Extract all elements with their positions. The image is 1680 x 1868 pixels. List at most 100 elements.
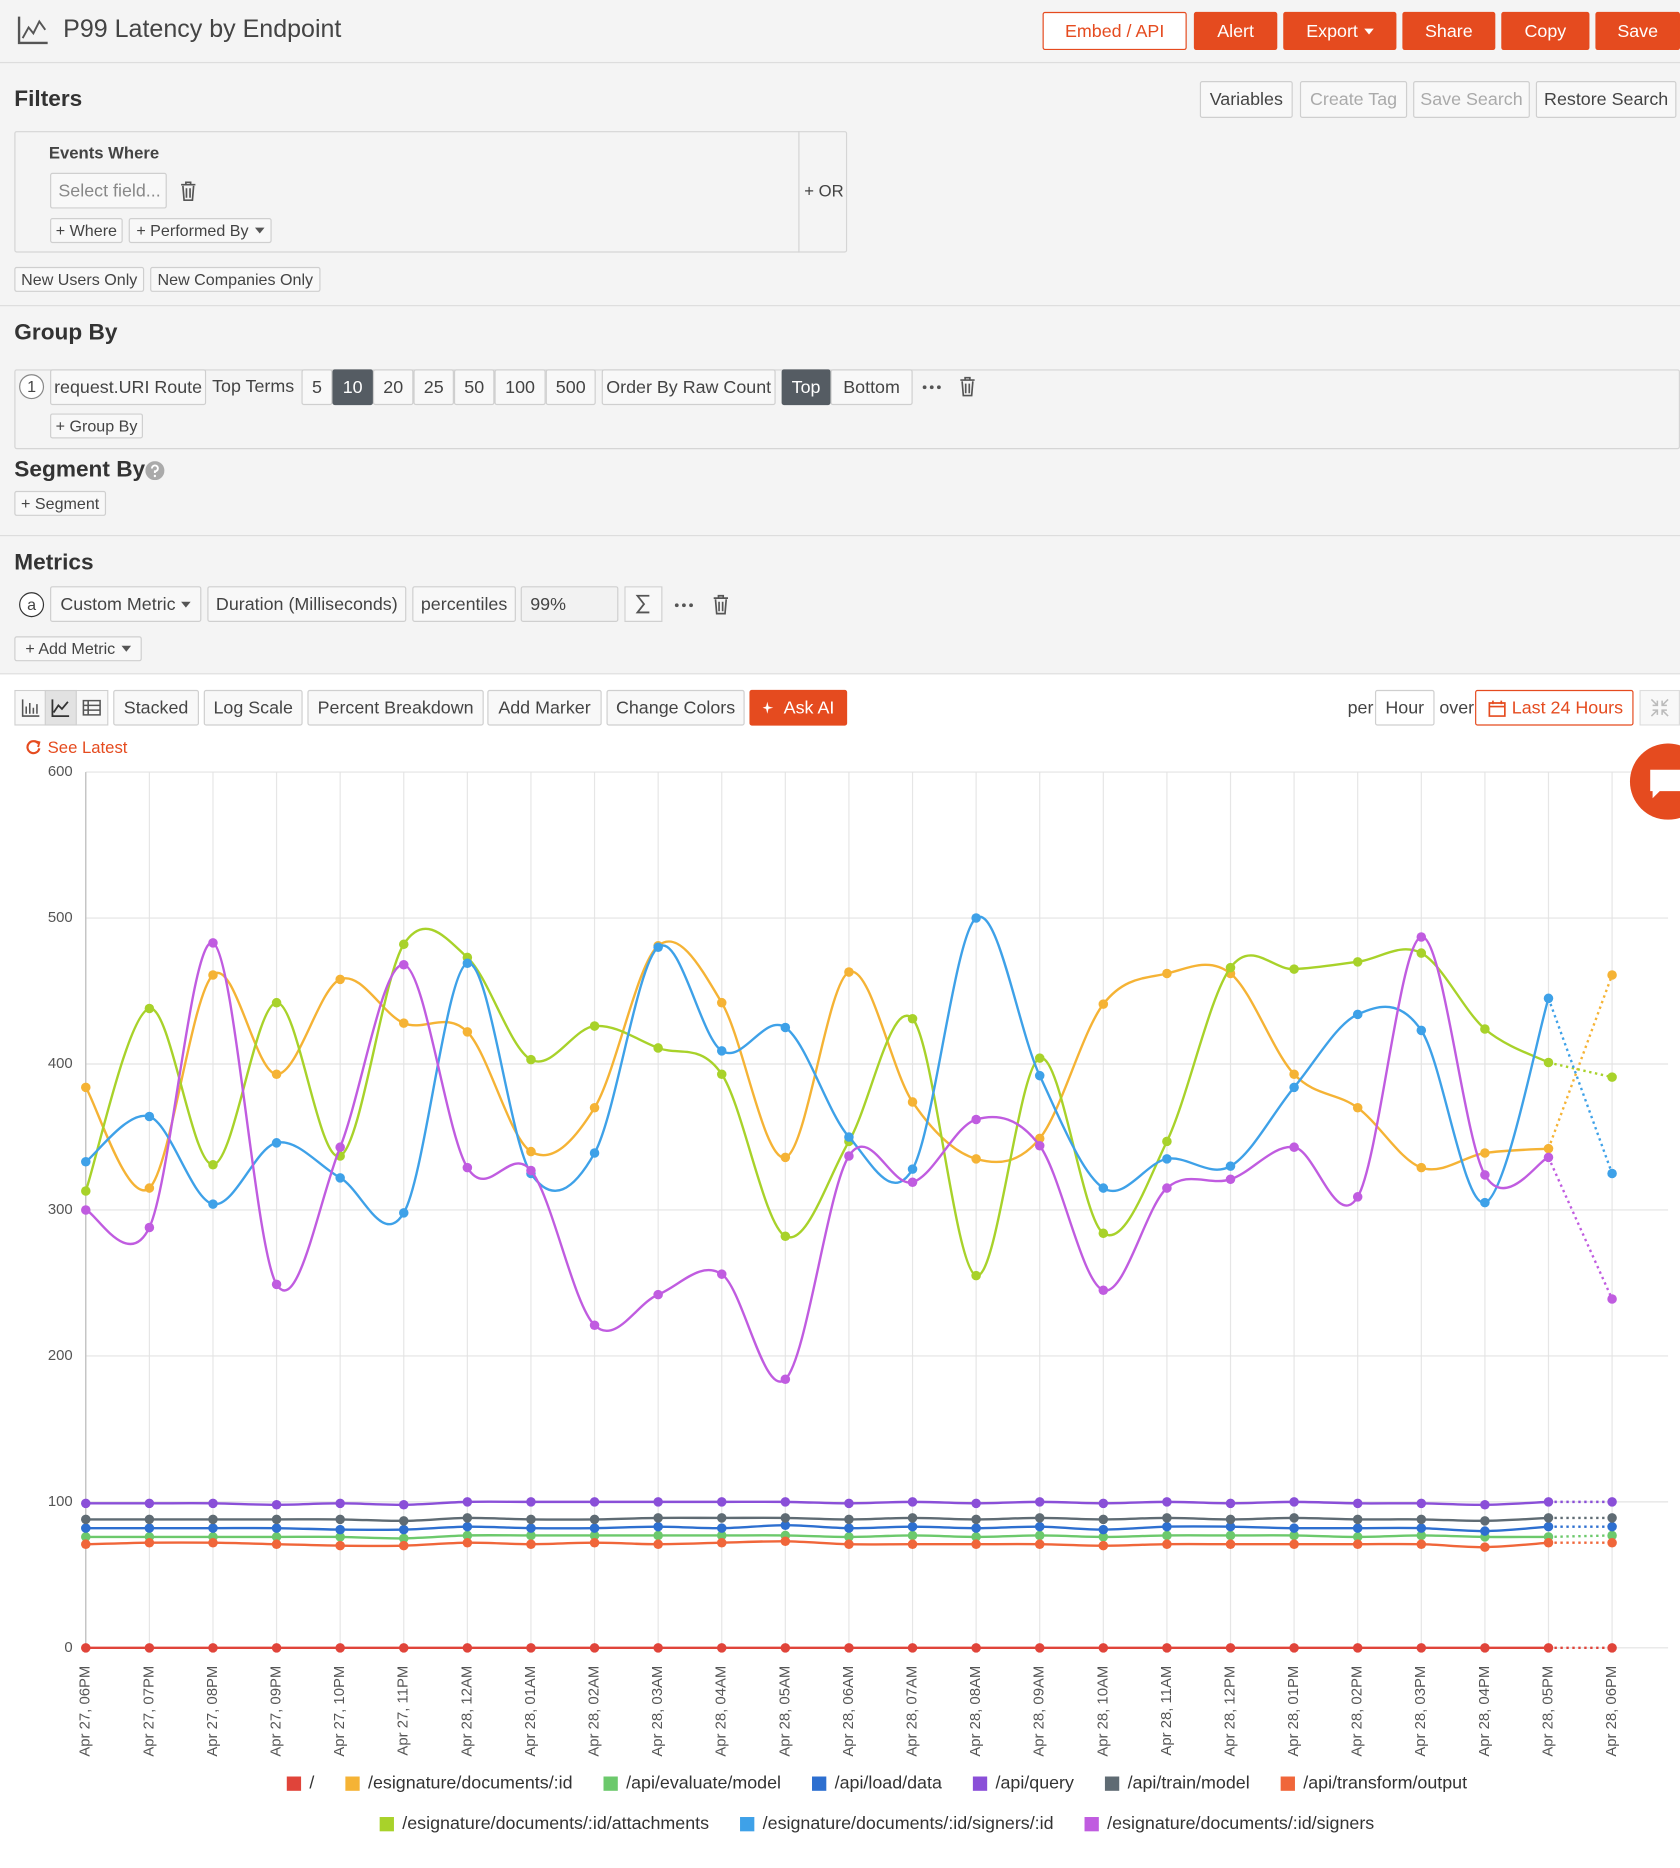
data-point bbox=[716, 1497, 727, 1507]
bottom-option[interactable]: Bottom bbox=[830, 369, 913, 406]
size-option[interactable]: 10 bbox=[332, 369, 373, 406]
x-tick-label: Apr 27, 10PM bbox=[332, 1666, 348, 1757]
data-point bbox=[1480, 1542, 1490, 1552]
data-point bbox=[589, 1320, 600, 1331]
performed-by-button[interactable]: + Performed By bbox=[128, 218, 272, 244]
percent-breakdown-button[interactable]: Percent Breakdown bbox=[307, 689, 484, 726]
data-point bbox=[1352, 1523, 1363, 1533]
variables-button[interactable]: Variables bbox=[1199, 81, 1293, 118]
save-button[interactable]: Save bbox=[1595, 11, 1680, 51]
share-button[interactable]: Share bbox=[1402, 11, 1496, 51]
add-marker-button[interactable]: Add Marker bbox=[487, 689, 602, 726]
select-field[interactable]: Select field... bbox=[50, 172, 167, 209]
size-option[interactable]: 50 bbox=[453, 369, 495, 406]
data-point bbox=[780, 1643, 791, 1653]
data-point bbox=[462, 1521, 473, 1532]
legend-label: /esignature/documents/:id/attachments bbox=[402, 1813, 709, 1833]
series-line bbox=[84, 940, 1549, 1192]
top-option[interactable]: Top bbox=[781, 369, 831, 406]
metric-type[interactable]: Custom Metric bbox=[50, 586, 202, 622]
new-users-button[interactable]: New Users Only bbox=[14, 266, 145, 292]
top-terms: Top Terms bbox=[212, 376, 295, 397]
ask-ai-button[interactable]: Ask AI bbox=[749, 689, 848, 726]
data-point bbox=[271, 1514, 282, 1525]
add-group-button[interactable]: + Group By bbox=[50, 413, 143, 439]
legend-label: /api/query bbox=[996, 1772, 1075, 1792]
chat-bubble[interactable] bbox=[1629, 743, 1680, 820]
data-point bbox=[589, 1148, 600, 1158]
legend-swatch bbox=[1104, 1776, 1120, 1791]
collapse-button[interactable] bbox=[1639, 689, 1680, 726]
metric-aggregation[interactable]: percentiles bbox=[412, 586, 516, 622]
size-option[interactable]: 25 bbox=[413, 369, 454, 406]
data-point bbox=[780, 1513, 791, 1523]
change-colors-button[interactable]: Change Colors bbox=[606, 689, 745, 726]
data-point bbox=[1480, 1500, 1490, 1510]
data-point bbox=[208, 1159, 218, 1170]
legend-label: /api/train/model bbox=[1128, 1772, 1250, 1792]
embed-button[interactable]: Embed / API bbox=[1042, 11, 1187, 51]
data-point bbox=[653, 1521, 663, 1532]
group-field[interactable]: request.URI Route bbox=[50, 369, 207, 406]
group-index: 1 bbox=[19, 374, 45, 400]
or-button[interactable]: + OR bbox=[804, 181, 844, 201]
data-point bbox=[907, 1643, 918, 1653]
series-line bbox=[85, 1516, 1549, 1523]
log-scale-button[interactable]: Log Scale bbox=[203, 689, 303, 726]
save-search-button[interactable]: Save Search bbox=[1413, 81, 1530, 118]
trash-icon[interactable] bbox=[958, 376, 977, 397]
more-icon[interactable] bbox=[674, 602, 693, 609]
size-option[interactable]: 5 bbox=[301, 369, 333, 406]
data-point bbox=[1225, 1514, 1236, 1525]
x-tick-label: Apr 28, 04AM bbox=[714, 1666, 730, 1757]
metric-field[interactable]: Duration (Milliseconds) bbox=[207, 586, 407, 622]
more-icon[interactable] bbox=[922, 384, 941, 391]
data-point bbox=[1543, 993, 1554, 1004]
new-companies-button[interactable]: New Companies Only bbox=[150, 266, 321, 292]
add-metric-button[interactable]: + Add Metric bbox=[14, 636, 142, 662]
size-option[interactable]: 20 bbox=[372, 369, 414, 406]
sigma-button[interactable] bbox=[624, 586, 663, 622]
see-latest[interactable]: See Latest bbox=[47, 737, 128, 757]
data-point bbox=[1416, 1523, 1427, 1533]
y-tick-label: 300 bbox=[48, 1202, 73, 1218]
view-toggle[interactable] bbox=[14, 689, 109, 726]
data-point bbox=[144, 1111, 155, 1122]
data-point bbox=[1480, 1170, 1490, 1180]
size-option[interactable]: 100 bbox=[494, 369, 546, 406]
percentile-input[interactable]: 99% bbox=[520, 586, 619, 622]
data-point bbox=[1034, 1053, 1045, 1063]
trash-icon[interactable] bbox=[711, 594, 730, 615]
add-segment-button[interactable]: + Segment bbox=[14, 490, 107, 516]
copy-button[interactable]: Copy bbox=[1501, 11, 1590, 51]
data-point bbox=[1098, 1532, 1109, 1542]
alert-button[interactable]: Alert bbox=[1193, 11, 1278, 51]
data-point bbox=[526, 1539, 536, 1549]
x-tick-label: Apr 27, 06PM bbox=[78, 1666, 94, 1757]
data-point bbox=[589, 1530, 600, 1541]
range-button[interactable]: Last 24 Hours bbox=[1475, 689, 1634, 726]
events-where: Events Where bbox=[48, 142, 160, 163]
order-button[interactable]: Order By Raw Count bbox=[601, 369, 776, 406]
data-point bbox=[1543, 1143, 1554, 1154]
data-point bbox=[1352, 1514, 1363, 1525]
data-point bbox=[399, 1533, 409, 1544]
help-icon[interactable] bbox=[145, 461, 165, 481]
data-point bbox=[907, 1097, 918, 1107]
trash-icon[interactable] bbox=[179, 181, 198, 202]
size-option[interactable]: 500 bbox=[545, 369, 596, 406]
data-point bbox=[208, 1514, 218, 1525]
create-tag-button[interactable]: Create Tag bbox=[1299, 81, 1408, 118]
interval-select[interactable]: Hour bbox=[1374, 689, 1435, 726]
data-point bbox=[1162, 1497, 1172, 1507]
data-point bbox=[844, 1498, 854, 1509]
data-point bbox=[1098, 999, 1109, 1009]
stacked-button[interactable]: Stacked bbox=[113, 689, 199, 726]
where-button[interactable]: + Where bbox=[50, 218, 123, 244]
y-tick-label: 500 bbox=[48, 910, 73, 926]
data-point bbox=[271, 1643, 282, 1653]
export-button[interactable]: Export bbox=[1283, 11, 1397, 51]
restore-search-button[interactable]: Restore Search bbox=[1535, 81, 1677, 118]
legend-swatch bbox=[972, 1776, 988, 1791]
